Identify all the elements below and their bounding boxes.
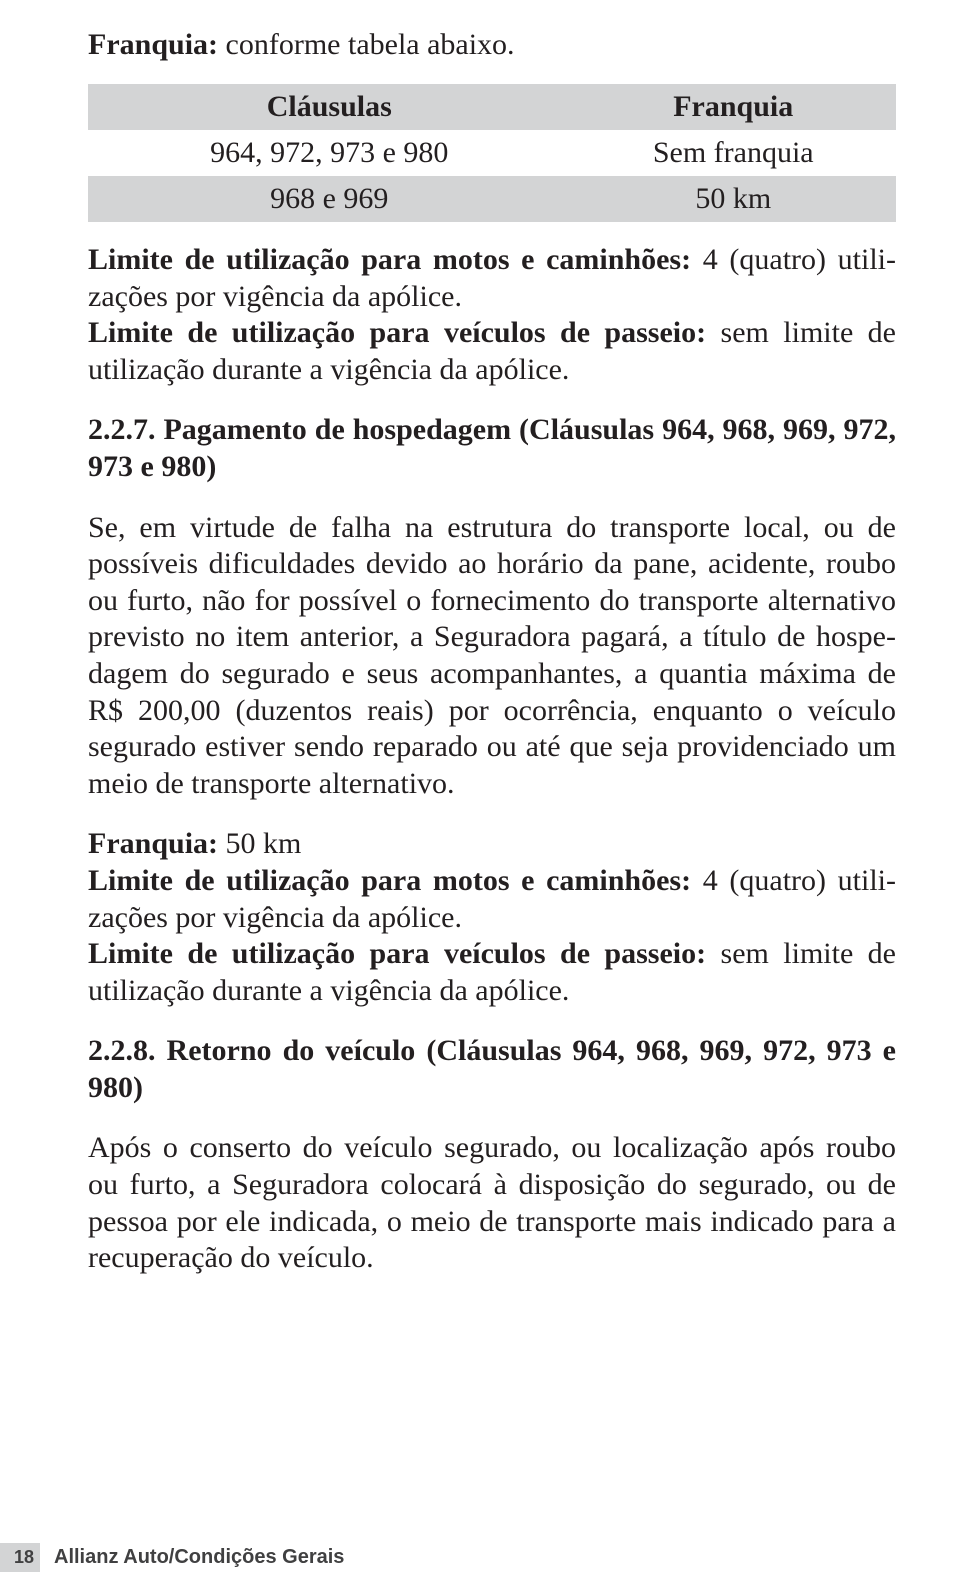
limit-passeio-label: Limite de utilização para veículos de pa… [88, 937, 706, 970]
intro-rest: conforme tabela abaixo. [218, 28, 515, 61]
franquia-label: Franquia: [88, 827, 218, 860]
table-cell: Sem franquia [570, 130, 896, 176]
table-cell: 968 e 969 [88, 176, 570, 222]
intro-line: Franquia: conforme tabela abaixo. [88, 28, 896, 62]
document-title: Allianz Auto/Condições Gerais [40, 1546, 344, 1569]
paragraph-retorno: Após o conserto do veículo segurado, ou … [88, 1130, 896, 1276]
heading-2-2-7: 2.2.7. Pagamento de hospedagem (Cláusula… [88, 412, 896, 485]
limit-motos-label: Limite de utilização para motos e caminh… [88, 864, 691, 897]
table-header-franquia: Franquia [570, 84, 896, 130]
limit-motos-label: Limite de utilização para motos e caminh… [88, 243, 691, 276]
intro-label: Franquia: [88, 28, 218, 61]
page-footer: 18 Allianz Auto/Condições Gerais [0, 1543, 344, 1572]
franquia-table: Cláusulas Franquia 964, 972, 973 e 980 S… [88, 84, 896, 222]
table-cell: 964, 972, 973 e 980 [88, 130, 570, 176]
limit-passeio-label: Limite de utilização para veículos de pa… [88, 316, 706, 349]
limits-paragraph-1: Limite de utilização para motos e caminh… [88, 242, 896, 388]
paragraph-hospedagem: Se, em virtude de falha na estrutura do … [88, 510, 896, 803]
page-number: 18 [0, 1543, 40, 1572]
limits-paragraph-2: Franquia: 50 km Limite de utilização par… [88, 826, 896, 1009]
table-cell: 50 km [570, 176, 896, 222]
table-header-clausulas: Cláusulas [88, 84, 570, 130]
franquia-value: 50 km [218, 827, 301, 860]
heading-2-2-8: 2.2.8. Retorno do veículo (Cláusulas 964… [88, 1033, 896, 1106]
